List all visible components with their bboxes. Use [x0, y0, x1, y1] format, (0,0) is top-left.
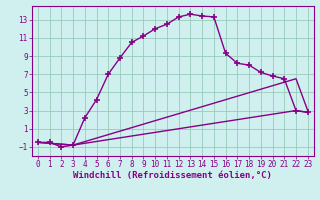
X-axis label: Windchill (Refroidissement éolien,°C): Windchill (Refroidissement éolien,°C) — [73, 171, 272, 180]
